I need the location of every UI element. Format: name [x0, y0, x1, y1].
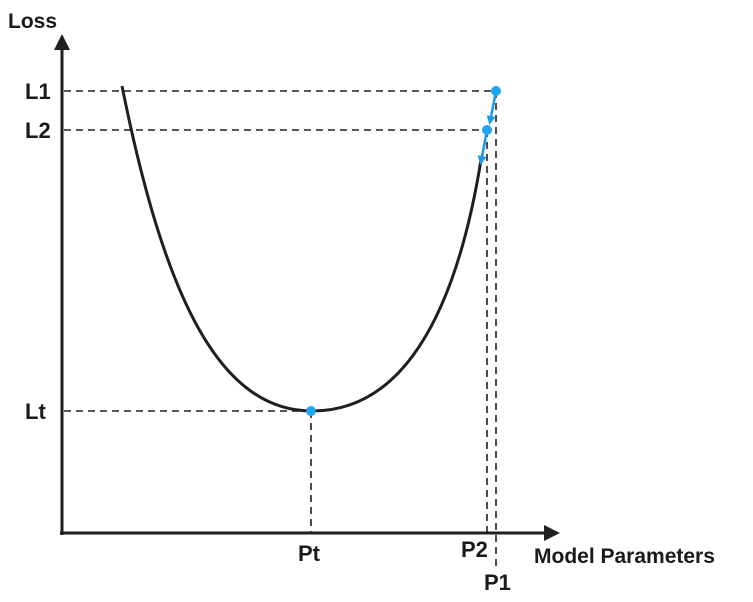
x-tick-p1: P1 — [484, 570, 511, 595]
y-tick-l1: L1 — [25, 79, 51, 104]
y-axis-label: Loss — [8, 10, 57, 33]
y-tick-l2: L2 — [25, 118, 51, 143]
x-tick-pt: Pt — [298, 541, 321, 566]
loss-curve — [120, 85, 483, 413]
x-tick-p2: P2 — [461, 537, 488, 562]
point-pt-lt — [306, 406, 316, 416]
x-axis-label: Model Parameters — [534, 545, 715, 568]
y-tick-lt: Lt — [25, 399, 46, 424]
gradient-step-1 — [486, 90, 498, 125]
y-axis-arrowhead — [54, 34, 70, 50]
x-axis-arrowhead — [544, 525, 560, 541]
gradient-step-2 — [477, 129, 489, 165]
point-p1-l1 — [491, 86, 501, 96]
point-p2-l2 — [482, 125, 492, 135]
